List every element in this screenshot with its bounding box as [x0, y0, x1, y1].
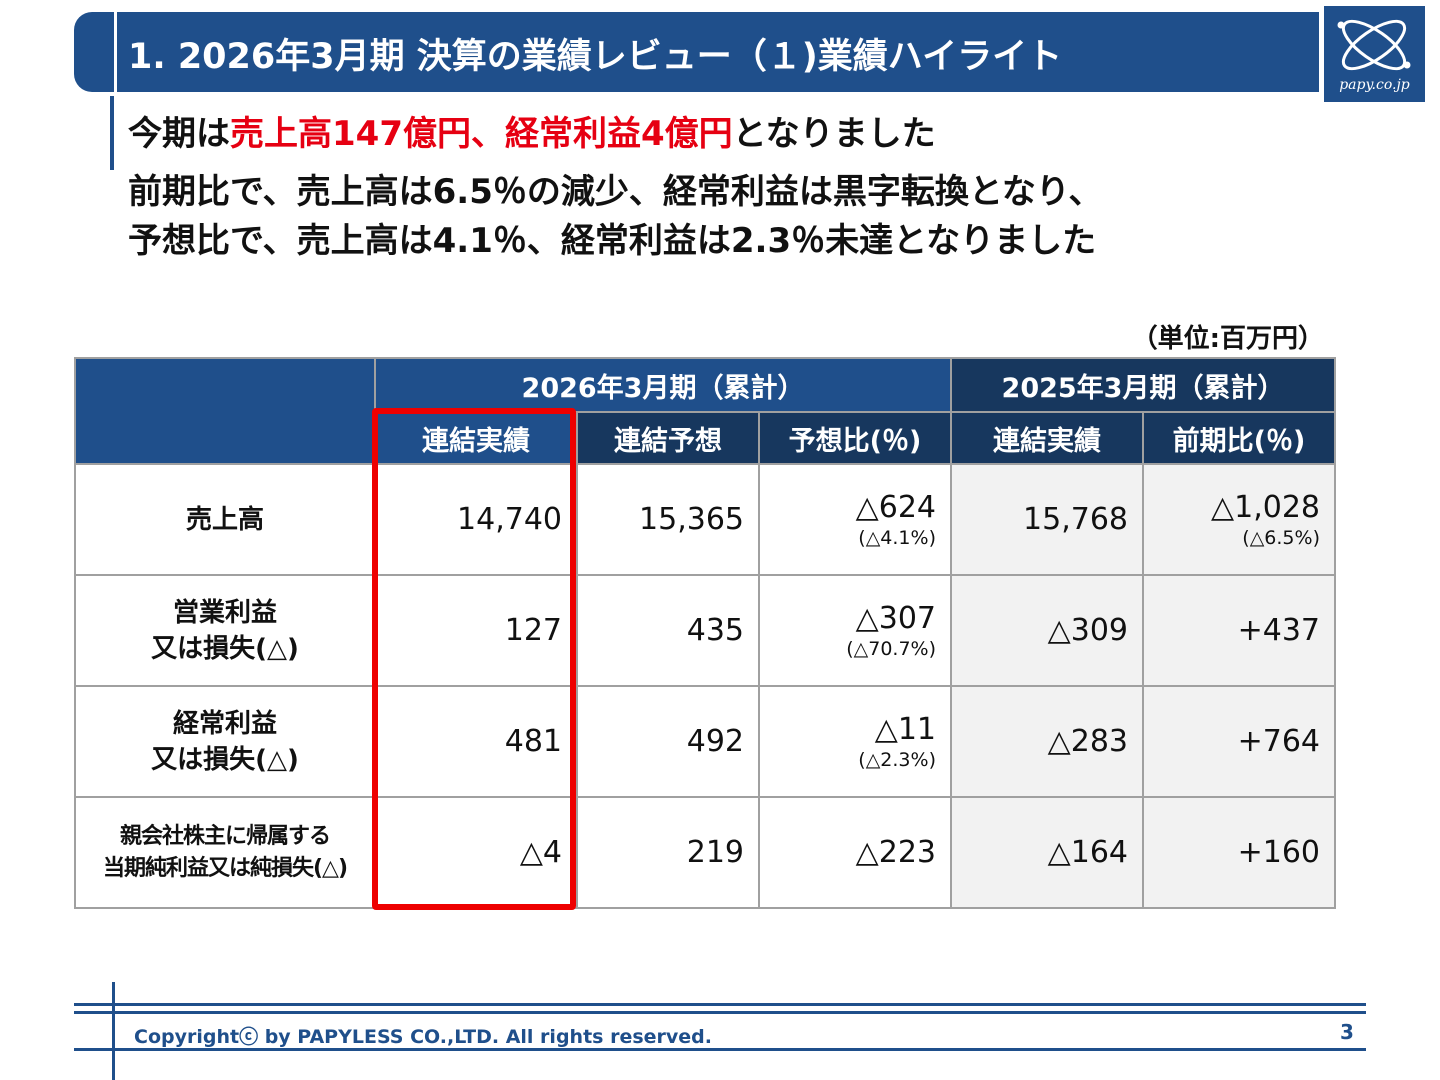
atom-icon	[1337, 19, 1411, 71]
column-header: 前期比(％)	[1142, 411, 1336, 465]
summary-line-2: 前期比で、売上高は6.5％の減少、経常利益は黒字転換となり、	[128, 172, 1103, 212]
table-cell: △309	[950, 574, 1144, 687]
cell-value: △283	[1047, 724, 1128, 759]
cell-value: 481	[504, 724, 562, 759]
cell-value: 14,740	[457, 502, 562, 537]
title-divider	[114, 12, 117, 92]
left-accent-bar	[110, 96, 114, 170]
cell-value: △4	[519, 835, 562, 870]
column-header: 連結実績	[950, 411, 1144, 465]
page-number: 3	[1340, 1020, 1354, 1044]
table-cell: 127	[374, 574, 578, 687]
table-corner-cell	[74, 357, 376, 465]
page-title: 1. 2026年3月期 決算の業績レビュー（１)業績ハイライト	[128, 37, 1063, 77]
column-header: 連結実績	[374, 411, 578, 465]
row-label: 親会社株主に帰属する 当期純利益又は純損失(△)	[74, 796, 376, 909]
cell-value: 15,768	[1023, 502, 1128, 537]
footer-rule-bottom	[74, 1048, 1366, 1051]
table-cell: △307 (△70.7%)	[758, 574, 952, 687]
row-label: 売上高	[74, 463, 376, 576]
cell-percent: (△6.5%)	[1242, 527, 1320, 549]
cell-value: +437	[1237, 613, 1320, 648]
headline-prefix: 今期は	[128, 114, 230, 154]
column-header: 連結予想	[576, 411, 760, 465]
summary-line-3: 予想比で、売上高は4.1％、経常利益は2.3％未達となりました	[128, 221, 1097, 261]
cell-value: 492	[686, 724, 744, 759]
title-bar: 1. 2026年3月期 決算の業績レビュー（１)業績ハイライト	[74, 12, 1319, 92]
table-cell: △4	[374, 796, 578, 909]
cell-percent: (△70.7%)	[846, 638, 936, 660]
cell-value: △223	[855, 835, 936, 870]
logo-text: papy.co.jp	[1339, 77, 1410, 93]
headline: 今期は売上高147億円、経常利益4億円となりました	[128, 106, 936, 155]
results-table: 2026年3月期（累計） 2025年3月期（累計） 連結実績 連結予想 予想比(…	[74, 357, 1336, 909]
cell-value: 435	[686, 613, 744, 648]
table-cell: 15,365	[576, 463, 760, 576]
table-cell: +160	[1142, 796, 1336, 909]
cell-value: +764	[1237, 724, 1320, 759]
table-row: 営業利益又は損失(△) 127 435 △307 (△70.7%) △309 +4…	[74, 574, 1336, 687]
footer-rule-top	[74, 1003, 1366, 1006]
table-cell: △624 (△4.1%)	[758, 463, 952, 576]
table-row: 売上高 14,740 15,365 △624 (△4.1%) 15,768 △1,…	[74, 463, 1336, 576]
cell-value: △624	[855, 490, 936, 525]
cell-percent: (△2.3%)	[858, 749, 936, 771]
cell-value: △307	[855, 601, 936, 636]
table-cell: 15,768	[950, 463, 1144, 576]
cell-value: △164	[1047, 835, 1128, 870]
cell-value: 15,365	[639, 502, 744, 537]
row-label-line: 当期純利益又は純損失(△)	[102, 855, 348, 881]
table-cell: △283	[950, 685, 1144, 798]
row-label-line: 又は損失(△)	[151, 633, 299, 664]
row-label-line: 営業利益	[172, 597, 277, 628]
group-header-current: 2026年3月期（累計）	[374, 357, 952, 413]
papy-logo: papy.co.jp	[1324, 6, 1425, 102]
cell-value: 219	[686, 835, 744, 870]
cell-percent: (△4.1%)	[858, 527, 936, 549]
cell-value: 127	[504, 613, 562, 648]
table-cell: △11 (△2.3%)	[758, 685, 952, 798]
footer-vertical-rule	[112, 982, 115, 1080]
cell-value: △309	[1047, 613, 1128, 648]
table-row: 親会社株主に帰属する 当期純利益又は純損失(△) △4 219 △223 △164…	[74, 796, 1336, 909]
table-cell: △1,028 (△6.5%)	[1142, 463, 1336, 576]
table-group-header-row: 2026年3月期（累計） 2025年3月期（累計）	[74, 357, 1336, 465]
row-label: 営業利益又は損失(△)	[74, 574, 376, 687]
table-cell: △223	[758, 796, 952, 909]
footer-rule-top-2	[74, 1011, 1366, 1014]
table-cell: 14,740	[374, 463, 578, 576]
table-cell: △164	[950, 796, 1144, 909]
group-header-previous: 2025年3月期（累計）	[950, 357, 1336, 413]
copyright: Copyrightⓒ by PAPYLESS CO.,LTD. All righ…	[134, 1026, 712, 1048]
row-label: 経常利益又は損失(△)	[74, 685, 376, 798]
cell-value: △11	[874, 712, 936, 747]
table-cell: 492	[576, 685, 760, 798]
row-label-line: 親会社株主に帰属する	[119, 823, 331, 849]
row-label-line: 売上高	[185, 504, 264, 535]
table-row: 経常利益又は損失(△) 481 492 △11 (△2.3%) △283 +764	[74, 685, 1336, 798]
column-header: 予想比(％)	[758, 411, 952, 465]
row-label-line: 経常利益	[172, 708, 277, 739]
table-cell: +437	[1142, 574, 1336, 687]
headline-highlight: 売上高147億円、経常利益4億円	[230, 114, 733, 154]
row-label-line: 又は損失(△)	[151, 744, 299, 775]
unit-label: （単位:百万円）	[1131, 324, 1324, 354]
cell-value: +160	[1237, 835, 1320, 870]
table-column-header-row: 連結実績 連結予想 予想比(％) 連結実績 前期比(％)	[75, 411, 1336, 465]
table-cell: +764	[1142, 685, 1336, 798]
headline-suffix: となりました	[732, 114, 936, 154]
highlight-box	[372, 408, 576, 910]
table-cell: 219	[576, 796, 760, 909]
table-cell: 435	[576, 574, 760, 687]
cell-value: △1,028	[1211, 490, 1320, 525]
